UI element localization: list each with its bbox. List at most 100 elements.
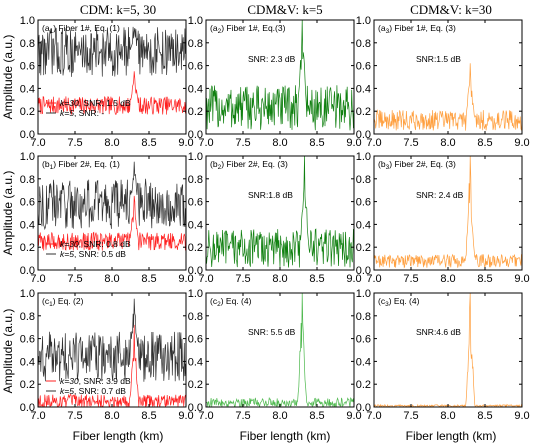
series-line-1 (374, 63, 522, 132)
panel-annotation: k=5, SNR: 0.7 dB (60, 386, 126, 396)
y-tick-label: 0.8 (356, 174, 371, 186)
y-tick-label: 0.4 (20, 83, 35, 95)
x-tick-label: 7.5 (235, 273, 250, 285)
y-tick-label: 0.6 (188, 197, 203, 209)
x-tick-label: 9.0 (346, 273, 361, 285)
panel-annotation: k=30, SNR: 0.8 dB (60, 239, 131, 249)
panel-label: (a1) Fiber 1#, Eq. (1) (42, 23, 120, 35)
series-line-1 (374, 156, 522, 269)
x-tick-label: 9.0 (514, 137, 529, 149)
x-tick-label: 9.0 (514, 410, 529, 422)
y-tick-label: 0.0 (356, 265, 371, 277)
y-tick-label: 1.0 (20, 15, 35, 27)
x-tick-label: 8.0 (104, 273, 119, 285)
xlabel-col-2: Fiber length (km) (240, 429, 331, 443)
column-title-2: CDM&V: k=5 (247, 2, 322, 17)
series-line-k30 (38, 195, 186, 251)
y-tick-label: 1.0 (188, 288, 203, 300)
y-tick-label: 0.4 (188, 219, 203, 231)
y-tick-label: 0.4 (20, 219, 35, 231)
x-tick-label: 9.0 (346, 410, 361, 422)
snr-annotation: SNR:4.6 dB (416, 327, 461, 337)
x-tick-label: 9.0 (178, 137, 193, 149)
panel-label: (a3) Fiber 1#, Eq. (3) (378, 23, 456, 35)
y-tick-label: 0.0 (188, 402, 203, 414)
x-tick-label: 7.0 (366, 410, 381, 422)
y-tick-label: 0.4 (188, 83, 203, 95)
panel-6: 7.0 7.5 8.0 8.5 9.0 0.0 0.2 0.4 0.6 0.8 1.0 (b3) Fi… (356, 151, 530, 285)
x-tick-label: 7.0 (30, 410, 45, 422)
x-tick-label: 7.5 (235, 137, 250, 149)
y-tick-label: 0.2 (356, 242, 371, 254)
y-tick-label: 0.8 (356, 311, 371, 323)
y-tick-label: 1.0 (20, 288, 35, 300)
panel-annotation: k=5, SNR: - (60, 108, 104, 118)
panel-annotation: k=30, SNR: 1.5 dB (60, 98, 131, 108)
ylabel-row-2: Amplitude (a.u.) (1, 171, 15, 256)
snr-annotation: SNR:1.8 dB (248, 190, 293, 200)
series-line-1 (374, 293, 522, 407)
panel-9: 7.0 7.5 8.0 8.5 9.0 0.0 0.2 0.4 0.6 0.8 1.0 (c3) Eq… (356, 288, 530, 422)
y-tick-label: 0.8 (188, 174, 203, 186)
x-tick-label: 9.0 (178, 410, 193, 422)
y-tick-label: 0.6 (188, 334, 203, 346)
xlabel-col-3: Fiber length (km) (406, 429, 497, 443)
y-tick-label: 0.8 (188, 38, 203, 50)
x-tick-label: 8.5 (141, 410, 156, 422)
y-tick-label: 0.4 (188, 356, 203, 368)
y-tick-label: 0.8 (20, 38, 35, 50)
series-line-1 (206, 20, 354, 131)
y-tick-label: 0.6 (356, 61, 371, 73)
y-tick-label: 0.0 (356, 402, 371, 414)
y-tick-label: 0.4 (356, 83, 371, 95)
y-tick-label: 0.8 (20, 174, 35, 186)
plot-frame (373, 155, 523, 271)
y-tick-label: 0.6 (356, 197, 371, 209)
x-tick-label: 7.5 (403, 273, 418, 285)
snr-annotation: SNR: 2.4 dB (416, 190, 464, 200)
y-tick-label: 0.2 (20, 379, 35, 391)
y-tick-label: 0.2 (188, 242, 203, 254)
plot-frame (373, 292, 523, 408)
y-tick-label: 0.8 (356, 38, 371, 50)
y-tick-label: 0.2 (20, 106, 35, 118)
x-tick-label: 8.5 (141, 273, 156, 285)
x-tick-label: 9.0 (178, 273, 193, 285)
y-tick-label: 0.4 (356, 219, 371, 231)
panel-label: (b2) Fiber 2#, Eq. (3) (210, 159, 288, 171)
panel-label: (c1) Eq. (2) (42, 296, 84, 308)
panel-2: 7.0 7.5 8.0 8.5 9.0 0.0 0.2 0.4 0.6 0.8 1.0 (a2) Fi… (188, 15, 362, 149)
ylabel-row-1: Amplitude (a.u.) (1, 35, 15, 120)
x-tick-label: 8.5 (309, 410, 324, 422)
panel-4: 7.0 7.5 8.0 8.5 9.0 0.0 0.2 0.4 0.6 0.8 1.0 (b1) Fi… (20, 151, 194, 285)
y-tick-label: 0.2 (188, 379, 203, 391)
x-tick-label: 7.5 (67, 273, 82, 285)
ylabel-row-3: Amplitude (a.u.) (1, 309, 15, 394)
series-line-1 (206, 156, 354, 268)
panel-5: 7.0 7.5 8.0 8.5 9.0 0.0 0.2 0.4 0.6 0.8 1.0 (b2) Fi… (188, 151, 362, 285)
snr-annotation: SNR:1.5 dB (416, 54, 461, 64)
x-tick-label: 7.5 (67, 137, 82, 149)
series-line-k30 (38, 71, 186, 115)
x-tick-label: 7.0 (198, 137, 213, 149)
x-tick-label: 8.0 (272, 273, 287, 285)
x-tick-label: 8.0 (104, 410, 119, 422)
y-tick-label: 0.0 (20, 265, 35, 277)
x-tick-label: 8.0 (104, 137, 119, 149)
plot-frame (205, 292, 355, 408)
x-tick-label: 7.0 (198, 273, 213, 285)
plot-frame (205, 19, 355, 135)
column-title-3: CDM&V: k=30 (410, 2, 492, 17)
panel-label: (b3) Fiber 2#, Eq. (3) (378, 159, 456, 171)
y-tick-label: 1.0 (356, 15, 371, 27)
x-tick-label: 8.0 (272, 137, 287, 149)
panel-3: 7.0 7.5 8.0 8.5 9.0 0.0 0.2 0.4 0.6 0.8 1.0 (a3) Fi… (356, 15, 530, 149)
x-axis-labels: Fiber length (km) Fiber length (km) Fibe… (73, 429, 497, 443)
y-tick-label: 0.6 (20, 61, 35, 73)
y-tick-label: 0.8 (188, 311, 203, 323)
x-tick-label: 7.0 (30, 137, 45, 149)
column-title-1: CDM: k=5, 30 (80, 2, 156, 17)
y-tick-label: 0.0 (20, 129, 35, 141)
column-titles: CDM: k=5, 30 CDM&V: k=5 CDM&V: k=30 (80, 2, 492, 17)
y-tick-label: 0.2 (356, 379, 371, 391)
